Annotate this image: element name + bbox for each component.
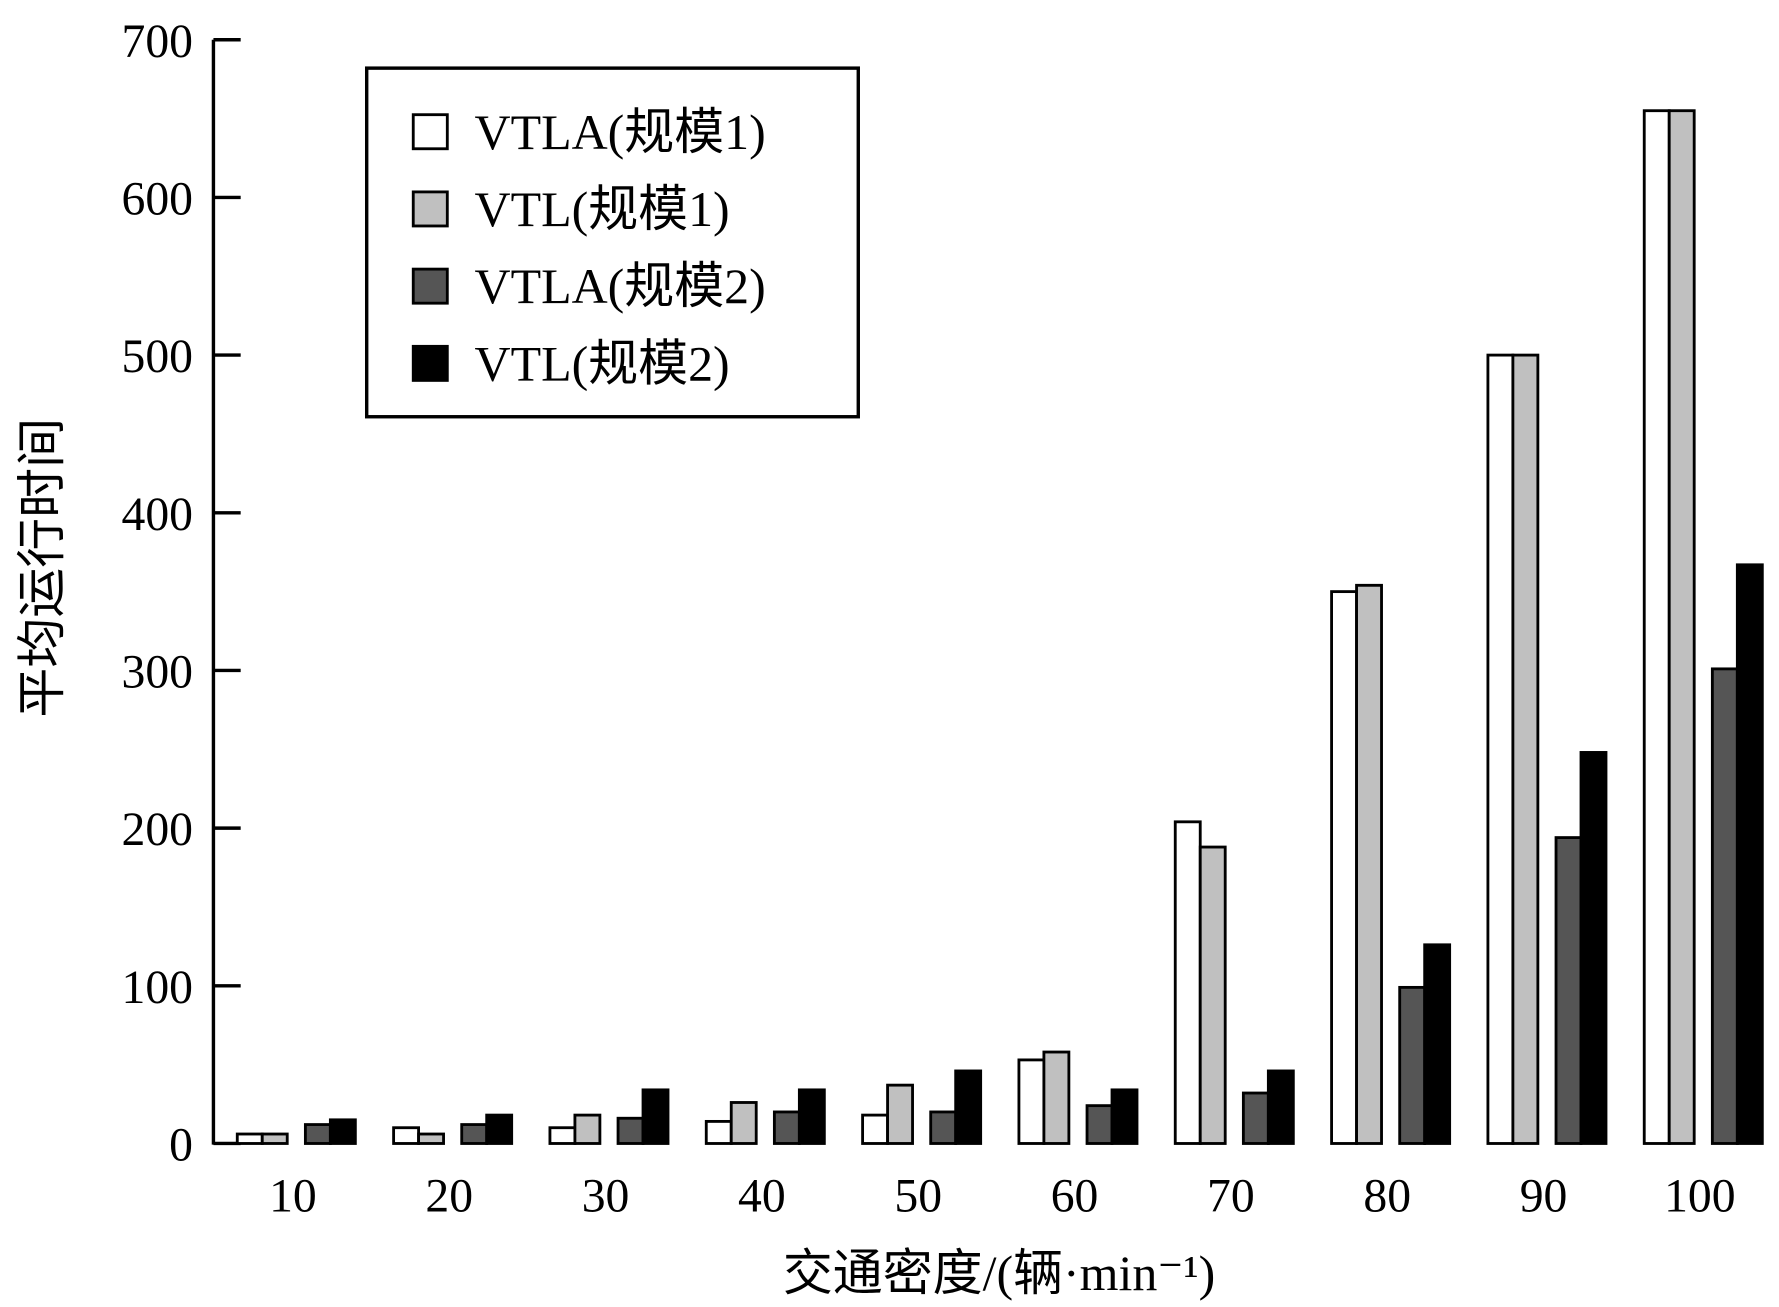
bar-series4-20 [485,1113,514,1145]
bar-series1-100 [1642,109,1671,1145]
bar-series3-50 [929,1110,958,1145]
bar-series3-70 [1241,1091,1270,1145]
bar-series4-70 [1266,1069,1295,1145]
bar-series2-40 [729,1101,758,1145]
bar-series2-70 [1198,845,1227,1145]
bar-series4-90 [1579,751,1608,1145]
bar-series4-30 [641,1088,670,1145]
bar-series4-40 [797,1088,826,1145]
bar-series1-40 [704,1119,733,1145]
legend-swatch-4 [411,344,449,382]
y-tick-label-300: 300 [121,646,193,698]
legend-label-3: VTLA(规模2) [475,258,766,314]
bar-series3-60 [1085,1104,1114,1145]
bar-series2-50 [886,1083,914,1145]
y-axis-title: 平均运行时间 [14,418,70,718]
legend-item-2: VTL(规模1) [411,181,730,237]
bar-series3-100 [1710,667,1739,1145]
bar-series1-20 [392,1126,421,1145]
bar-series2-80 [1355,583,1383,1145]
x-tick-label-20: 20 [425,1171,473,1223]
bar-series4-80 [1423,943,1452,1145]
x-tick-label-10: 10 [269,1171,317,1223]
y-tick-label-700: 700 [121,16,193,68]
bar-series2-10 [260,1132,289,1145]
bar-series1-10 [235,1132,264,1145]
legend-swatch-1 [411,113,449,151]
bar-series3-20 [460,1123,489,1145]
bar-series3-40 [772,1110,801,1145]
x-tick-label-90: 90 [1520,1171,1568,1223]
bar-series1-30 [548,1126,577,1145]
legend-swatch-2 [411,190,449,228]
x-tick-label-70: 70 [1207,1171,1255,1223]
bar-series3-10 [303,1123,332,1145]
bar-series4-50 [954,1069,983,1145]
bar-series3-30 [616,1116,645,1145]
y-tick-label-200: 200 [121,804,193,856]
bar-series1-90 [1486,353,1515,1145]
legend-swatch-3 [411,267,449,305]
legend-item-3: VTLA(规模2) [411,258,766,314]
x-tick-label-80: 80 [1363,1171,1411,1223]
bar-series1-70 [1173,820,1202,1145]
y-tick-label-0: 0 [169,1120,193,1172]
bar-series2-20 [417,1132,445,1145]
legend-item-1: VTLA(规模1) [411,104,766,160]
legend: VTLA(规模1) VTL(规模1) VTLA(规模2) VTL(规模2) [364,66,860,419]
bar-series1-80 [1330,590,1358,1145]
bar-series3-80 [1398,985,1427,1145]
x-tick-label-30: 30 [582,1171,630,1223]
legend-item-4: VTL(规模2) [411,335,730,391]
legend-label-1: VTLA(规模1) [475,104,766,160]
bar-series2-30 [573,1113,602,1145]
y-tick-label-400: 400 [121,489,193,541]
x-tick-label-40: 40 [738,1171,786,1223]
bar-series1-60 [1017,1058,1046,1145]
x-tick-label-60: 60 [1051,1171,1099,1223]
x-tick-label-50: 50 [894,1171,942,1223]
bar-series4-10 [328,1118,357,1145]
bar-series2-60 [1042,1050,1071,1145]
bar-series3-90 [1554,836,1583,1145]
bar-series4-60 [1110,1088,1139,1145]
legend-label-4: VTL(规模2) [475,335,730,391]
bars-group [235,109,1764,1145]
y-tick-label-600: 600 [121,173,193,225]
y-tick-label-100: 100 [121,962,193,1014]
bar-series2-100 [1667,109,1696,1145]
x-axis-title: 交通密度/(辆·min⁻¹) [783,1245,1215,1301]
bar-series4-100 [1735,563,1764,1145]
x-tick-labels: 10 20 30 40 50 60 70 80 90 100 [269,1171,1736,1223]
bar-series1-50 [861,1113,889,1145]
x-tick-label-100: 100 [1664,1171,1736,1223]
bar-series2-90 [1511,353,1540,1145]
y-tick-label-500: 500 [121,331,193,383]
y-axis: 0 100 200 300 400 500 600 700 [121,16,241,1172]
legend-label-2: VTL(规模1) [475,181,730,237]
